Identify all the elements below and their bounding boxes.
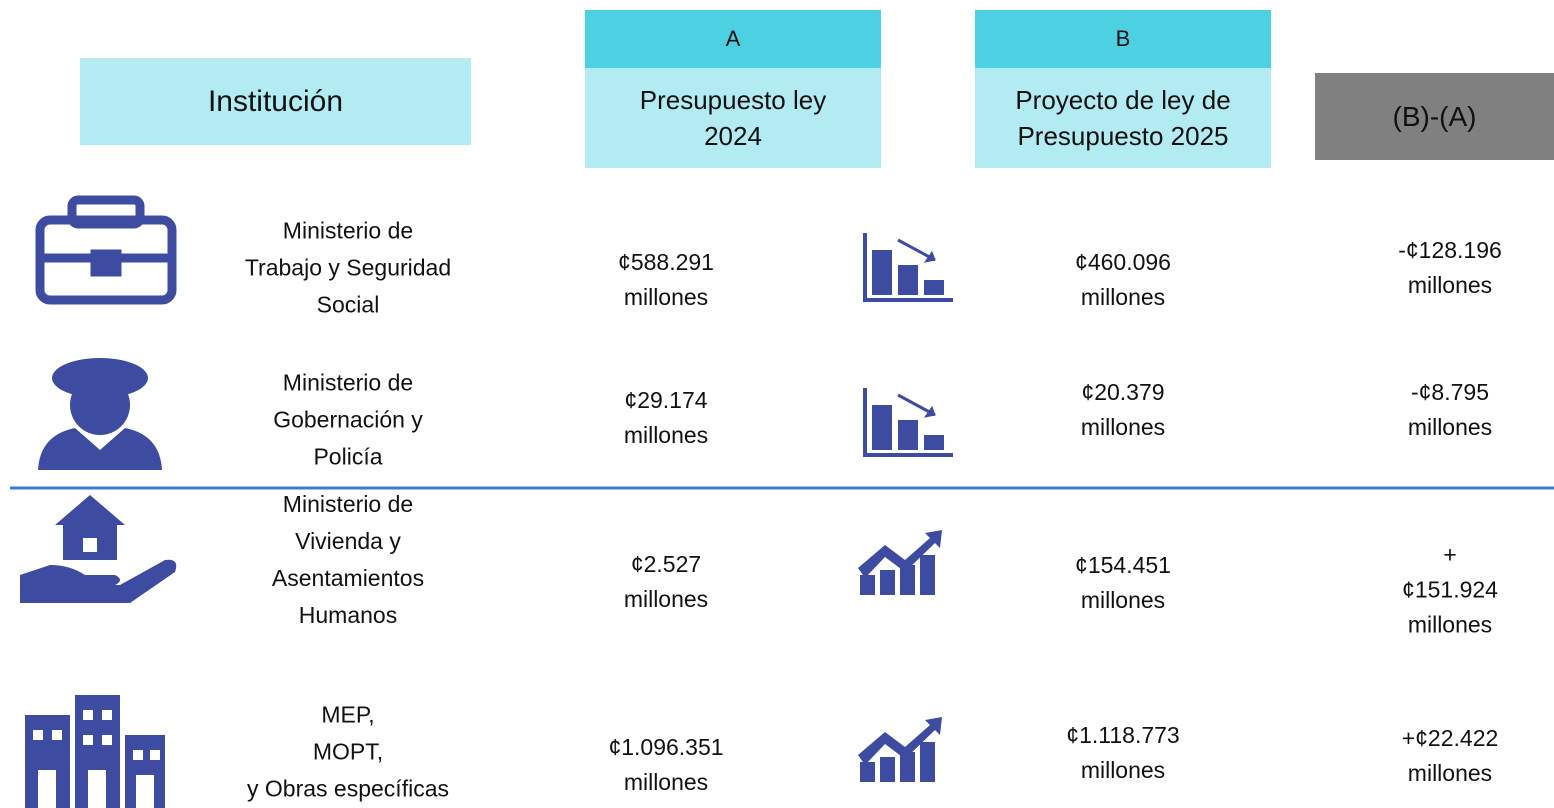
cell-diff: +¢151.924 millones	[1402, 541, 1498, 638]
trend-down-icon	[863, 388, 953, 457]
cell-b: ¢20.379 millones	[1080, 379, 1166, 440]
briefcase-icon	[35, 195, 177, 305]
header-b-letter: B	[975, 10, 1271, 68]
cell-b: ¢460.096 millones	[1075, 249, 1171, 310]
house-hand-icon	[20, 495, 177, 603]
cell-b: ¢1.118.773 millones	[1066, 722, 1180, 783]
header-diff: (B)-(A)	[1315, 73, 1554, 160]
buildings-icon	[25, 695, 165, 808]
cell-diff: -¢8.795 millones	[1407, 379, 1493, 440]
trend-down-icon	[863, 233, 953, 302]
trend-up-icon	[858, 530, 942, 595]
cell-institution: Ministerio de Vivienda y Asentamientos H…	[271, 491, 425, 628]
header-institution: Institución	[80, 58, 471, 145]
cell-a: ¢29.174 millones	[623, 387, 709, 448]
cell-a: ¢2.527 millones	[623, 551, 709, 612]
cell-institution: Ministerio de Gobernación y Policía	[273, 369, 423, 470]
cell-institution: Ministerio de Trabajo y Seguridad Social	[244, 217, 452, 318]
cell-a: ¢1.096.351 millones	[608, 734, 724, 795]
officer-icon	[38, 358, 162, 470]
header-a-label: Presupuesto ley 2024	[585, 68, 881, 168]
header-b-label: Proyecto de ley de Presupuesto 2025	[975, 68, 1271, 168]
cell-b: ¢154.451 millones	[1075, 552, 1171, 613]
cell-diff: -¢128.196 millones	[1398, 237, 1502, 298]
cell-a: ¢588.291 millones	[618, 249, 714, 310]
cell-diff: +¢22.422 millones	[1401, 725, 1499, 786]
cell-institution: MEP, MOPT, y Obras específicas	[247, 701, 449, 802]
header-a-letter: A	[585, 10, 881, 68]
trend-up-icon	[858, 717, 942, 782]
